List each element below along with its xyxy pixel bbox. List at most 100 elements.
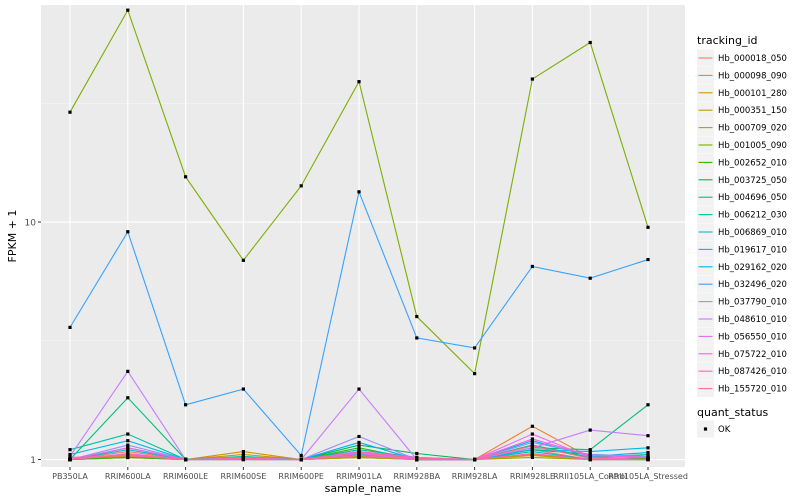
series-layer xyxy=(68,8,650,462)
legend-item: Hb_000351_150 xyxy=(697,101,787,119)
legend-label: Hb_037790_010 xyxy=(718,298,787,308)
data-point xyxy=(646,455,650,460)
data-point xyxy=(126,449,130,454)
legend-item: Hb_087426_010 xyxy=(697,362,787,380)
x-tick-label: RRIM600SE xyxy=(221,472,267,481)
legend-item: Hb_037790_010 xyxy=(697,293,787,311)
data-point xyxy=(415,336,419,340)
legend-label: Hb_000709_020 xyxy=(718,124,787,134)
legend-label: Hb_075722_010 xyxy=(718,350,787,360)
data-point xyxy=(357,443,361,447)
x-tick-label: RRIM600PE xyxy=(278,472,324,481)
data-point xyxy=(299,457,303,462)
data-point xyxy=(299,184,303,188)
data-point xyxy=(357,455,361,460)
y-tick-label: 10 xyxy=(25,219,37,229)
plot-panel xyxy=(41,5,685,467)
legend-item: Hb_001005_090 xyxy=(697,136,787,154)
legend-label: Hb_003725_050 xyxy=(718,176,787,186)
legend-item: Hb_006869_010 xyxy=(697,223,787,241)
legend-item: Hb_000098_090 xyxy=(697,66,787,84)
data-point xyxy=(68,452,72,457)
data-point xyxy=(530,77,534,81)
data-point xyxy=(241,452,245,457)
x-axis: PB350LA RRIM600LA RRIM600LE RRIM600SE RRIM60… xyxy=(52,467,688,481)
data-point xyxy=(530,437,534,441)
legend-item: Hb_006212_030 xyxy=(697,206,787,224)
data-point xyxy=(126,439,130,443)
legend-label: Hb_019617_010 xyxy=(718,245,787,255)
data-point xyxy=(530,448,534,452)
legend-item: Hb_019617_010 xyxy=(697,240,787,258)
legend-label: Hb_048610_010 xyxy=(718,315,787,325)
data-point xyxy=(299,453,303,458)
x-tick-label: RRII105LA_Stressed xyxy=(608,472,688,481)
data-point xyxy=(588,276,592,280)
data-point xyxy=(646,452,650,457)
data-point xyxy=(184,175,188,179)
data-point xyxy=(415,451,419,456)
shape-legend-items: OK xyxy=(697,420,731,438)
data-point xyxy=(126,432,130,436)
data-point xyxy=(473,346,477,350)
series-points-Hb_032496_020 xyxy=(68,190,650,458)
legend-items: Hb_000018_050 Hb_000098_090 Hb_000101_280 H… xyxy=(697,49,787,398)
x-tick-label: RRIM600LE xyxy=(163,472,208,481)
legend-title: tracking_id xyxy=(697,34,758,47)
x-tick-label: RRIM901LA xyxy=(336,472,382,481)
data-point xyxy=(415,314,419,319)
data-point xyxy=(357,190,361,194)
shape-legend-label: OK xyxy=(718,425,731,435)
data-point xyxy=(415,456,419,461)
legend: tracking_id Hb_000018_050Hb_000098_090Hb… xyxy=(697,34,787,438)
legend-label: Hb_004696_050 xyxy=(718,193,787,203)
legend-item: Hb_155720_010 xyxy=(697,380,787,398)
data-point xyxy=(241,258,245,262)
legend-item: Hb_032496_020 xyxy=(697,275,787,293)
grid-minor xyxy=(41,102,685,342)
legend-label: Hb_006869_010 xyxy=(718,228,787,238)
legend-label: Hb_087426_010 xyxy=(718,367,787,377)
data-point xyxy=(588,428,592,432)
shape-legend-key xyxy=(703,427,708,431)
data-point xyxy=(184,457,188,462)
data-point xyxy=(530,449,534,454)
data-point xyxy=(588,40,592,45)
data-point xyxy=(530,455,534,460)
legend-item: Hb_000709_020 xyxy=(697,119,787,137)
data-point xyxy=(126,446,130,450)
data-point xyxy=(530,451,534,456)
data-point xyxy=(126,443,130,447)
data-point xyxy=(530,453,534,458)
data-point xyxy=(646,434,650,438)
data-point xyxy=(241,456,245,461)
data-point xyxy=(68,110,72,114)
y-axis: 1 10 xyxy=(25,219,41,466)
data-point xyxy=(646,457,650,462)
data-point xyxy=(126,8,130,12)
data-point xyxy=(530,446,534,450)
shape-legend-item: OK xyxy=(697,420,731,438)
data-point xyxy=(588,453,592,458)
legend-label: Hb_000018_050 xyxy=(718,54,787,64)
data-point xyxy=(126,230,130,234)
legend-label: Hb_155720_010 xyxy=(718,385,787,395)
y-tick-label: 1 xyxy=(30,456,36,466)
legend-label: Hb_001005_090 xyxy=(718,141,787,151)
legend-item: Hb_004696_050 xyxy=(697,188,787,206)
legend-item: Hb_000018_050 xyxy=(697,49,787,67)
series-points-Hb_001005_090 xyxy=(68,8,650,376)
data-point xyxy=(241,387,245,391)
data-point xyxy=(530,432,534,436)
legend-item: Hb_000101_280 xyxy=(697,84,787,102)
data-point xyxy=(68,325,72,329)
data-point xyxy=(126,452,130,457)
data-point xyxy=(530,444,534,448)
data-point xyxy=(126,396,130,400)
data-point xyxy=(530,440,534,445)
data-point xyxy=(241,449,245,454)
data-point xyxy=(357,434,361,439)
data-point xyxy=(357,446,361,450)
data-point xyxy=(588,449,592,454)
